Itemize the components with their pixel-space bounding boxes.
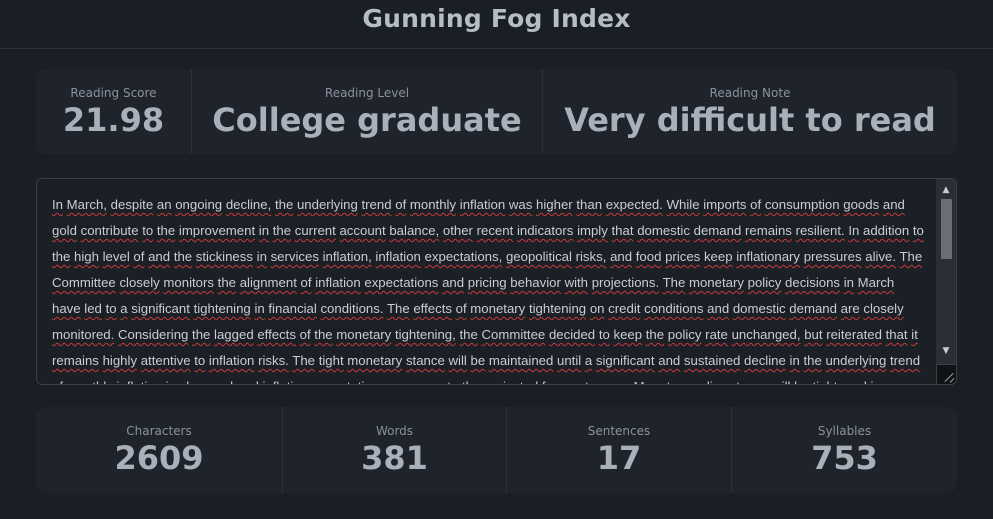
- editor-scrollbar[interactable]: ▲ ▼: [936, 179, 956, 384]
- sentences-label: Sentences: [587, 424, 651, 438]
- characters-stat: Characters 2609: [36, 407, 283, 493]
- sentences-value: 17: [596, 439, 642, 477]
- app-header: Gunning Fog Index: [0, 0, 993, 49]
- scrollbar-thumb[interactable]: [941, 199, 952, 259]
- syllables-stat: Syllables 753: [732, 407, 957, 493]
- reading-level-value: College graduate: [212, 101, 522, 139]
- resize-handle-icon[interactable]: [936, 364, 956, 384]
- syllables-value: 753: [811, 439, 878, 477]
- words-stat: Words 381: [283, 407, 507, 493]
- text-input-area[interactable]: In March, despite an ongoing decline, th…: [36, 178, 957, 385]
- text-input-content[interactable]: In March, despite an ongoing decline, th…: [52, 197, 924, 384]
- page-title: Gunning Fog Index: [362, 4, 631, 33]
- reading-note-value: Very difficult to read: [564, 101, 936, 139]
- sentences-stat: Sentences 17: [507, 407, 732, 493]
- reading-note-label: Reading Note: [709, 86, 791, 100]
- text-counts-panel: Characters 2609 Words 381 Sentences 17 S…: [36, 407, 957, 493]
- reading-score-stat: Reading Score 21.98: [36, 69, 192, 154]
- characters-label: Characters: [126, 424, 192, 438]
- words-value: 381: [361, 439, 428, 477]
- reading-summary-panel: Reading Score 21.98 Reading Level Colleg…: [36, 69, 957, 154]
- characters-value: 2609: [114, 439, 204, 477]
- reading-level-label: Reading Level: [324, 86, 410, 100]
- scroll-down-arrow-icon[interactable]: ▼: [942, 346, 950, 356]
- reading-score-label: Reading Score: [70, 86, 157, 100]
- reading-score-value: 21.98: [62, 101, 165, 139]
- words-label: Words: [375, 424, 414, 438]
- reading-note-stat: Reading Note Very difficult to read: [543, 69, 957, 154]
- reading-level-stat: Reading Level College graduate: [192, 69, 543, 154]
- scroll-up-arrow-icon[interactable]: ▲: [942, 185, 950, 195]
- syllables-label: Syllables: [817, 424, 872, 438]
